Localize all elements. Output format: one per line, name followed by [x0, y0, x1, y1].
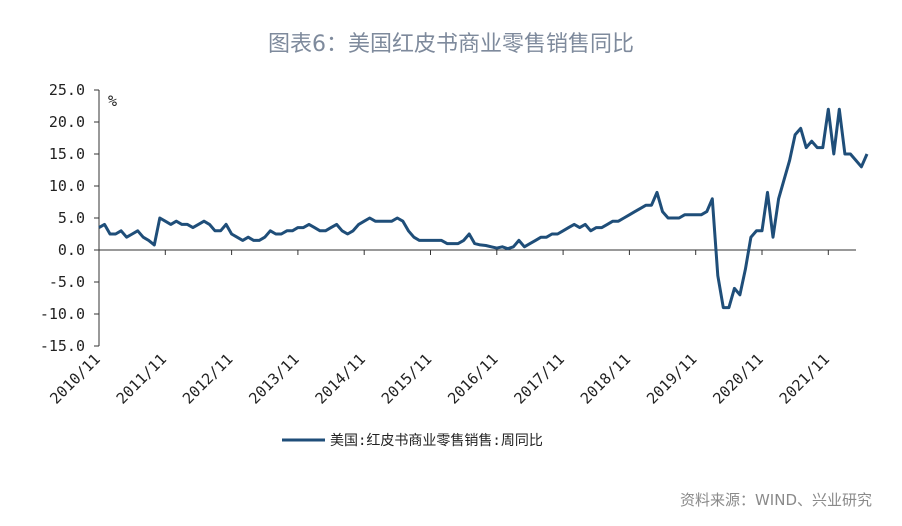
y-tick-label: 10.0 — [49, 177, 85, 195]
x-tick-label: 2014/11 — [312, 350, 369, 407]
y-tick-label: 20.0 — [49, 113, 85, 131]
series-line — [98, 107, 869, 310]
x-tick-label: 2019/11 — [643, 350, 700, 407]
y-tick-label: 15.0 — [49, 145, 85, 163]
x-tick-label: 2013/11 — [245, 350, 302, 407]
x-tick-label: 2020/11 — [709, 350, 766, 407]
y-tick-label: 5.0 — [58, 209, 85, 227]
source-note: 资料来源：WIND、兴业研究 — [679, 491, 872, 509]
y-tick-label: 0.0 — [58, 241, 85, 259]
x-tick-label: 2015/11 — [378, 350, 435, 407]
y-unit-label: % — [108, 92, 117, 110]
x-tick-label: 2018/11 — [577, 350, 634, 407]
x-tick-label: 2011/11 — [113, 350, 170, 407]
x-tick-label: 2010/11 — [46, 350, 103, 407]
y-tick-label: 25.0 — [49, 81, 85, 99]
y-tick-label: -10.0 — [40, 305, 85, 323]
y-tick-label: -5.0 — [49, 273, 85, 291]
x-tick-label: 2012/11 — [179, 350, 236, 407]
x-tick-label: 2017/11 — [510, 350, 567, 407]
y-tick-label: -15.0 — [40, 337, 85, 355]
x-tick-label: 2016/11 — [444, 350, 501, 407]
chart-title: 图表6：美国红皮书商业零售销售同比 — [268, 32, 634, 57]
legend-label: 美国:红皮书商业零售销售:周同比 — [330, 433, 543, 449]
x-tick-label: 2021/11 — [776, 350, 833, 407]
